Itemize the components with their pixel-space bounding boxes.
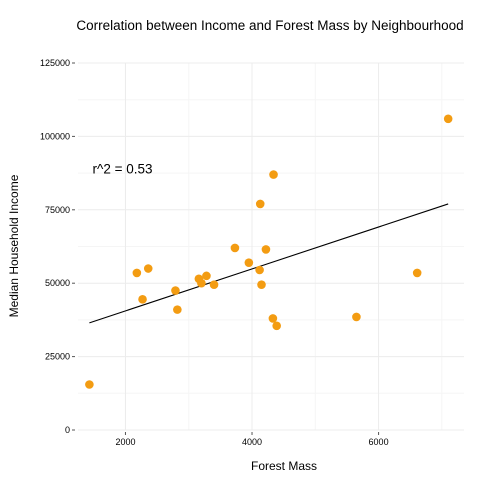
regression-line: [89, 203, 449, 324]
data-point: [443, 114, 453, 124]
data-point: [143, 264, 153, 273]
data-point: [85, 380, 94, 389]
x-tick-label: 2000: [115, 437, 135, 447]
data-point: [268, 314, 278, 323]
data-point: [230, 243, 240, 253]
axis-ticks: 2000 4000 6000 0 25000 50000 75000 100000 125000: [40, 58, 389, 447]
data-point: [202, 271, 211, 281]
data-point: [255, 265, 264, 275]
y-tick-label: 25000: [45, 352, 70, 362]
y-tick-label: 0: [65, 425, 70, 435]
x-axis-label: Forest Mass: [251, 459, 317, 473]
data-point: [269, 170, 278, 179]
data-point: [197, 278, 206, 288]
data-point: [171, 286, 180, 295]
data-point: [261, 245, 271, 254]
data-point: [138, 295, 147, 304]
data-point: [272, 321, 281, 331]
data-point: [173, 305, 182, 314]
y-tick-label: 100000: [40, 131, 70, 141]
y-axis-label: Median Household Income: [7, 174, 21, 317]
data-point: [132, 268, 142, 278]
r-squared-annotation: r^2 = 0.53: [93, 162, 153, 177]
data-point: [209, 280, 219, 289]
data-point: [255, 199, 265, 209]
y-tick-label: 125000: [40, 58, 70, 68]
data-point: [257, 280, 266, 289]
data-points: [85, 114, 453, 389]
data-point: [412, 268, 422, 278]
data-point: [352, 312, 361, 322]
chart-title: Correlation between Income and Forest Ma…: [76, 18, 463, 33]
x-tick-label: 6000: [369, 437, 389, 447]
grid: [78, 62, 464, 431]
trend-line-layer: [89, 203, 449, 324]
y-tick-label: 75000: [45, 205, 70, 215]
y-tick-label: 50000: [45, 278, 70, 288]
x-tick-label: 4000: [242, 437, 262, 447]
data-point: [244, 258, 254, 267]
